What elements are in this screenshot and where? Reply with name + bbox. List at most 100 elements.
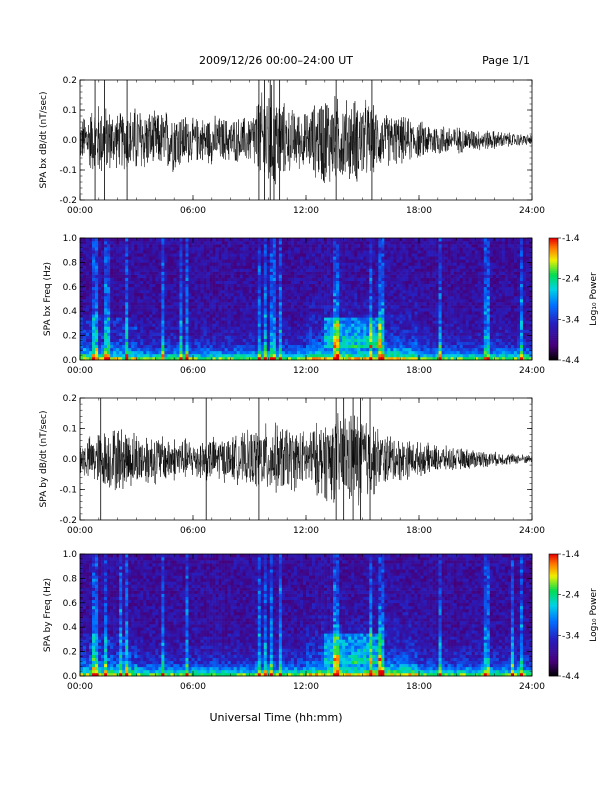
spectrogram-cell xyxy=(215,317,219,321)
spectrogram-cell xyxy=(134,311,138,315)
spectrogram-cell xyxy=(330,289,334,294)
spectrogram-cell xyxy=(131,326,135,330)
spectrogram-cell xyxy=(89,271,93,275)
spectrogram-cell xyxy=(98,356,102,361)
spectrogram-cell xyxy=(212,274,216,278)
spectrogram-cell xyxy=(287,238,292,242)
spectrogram-cell xyxy=(80,311,84,315)
spectrogram-cell xyxy=(167,265,171,269)
spectrogram-cell xyxy=(369,250,373,254)
spectrogram-cell xyxy=(269,250,274,254)
spectrogram-cell xyxy=(257,244,262,248)
spectrogram-cell xyxy=(432,289,436,294)
spectrogram-cell xyxy=(191,314,195,318)
spectrogram-cell xyxy=(197,265,201,269)
spectrogram-cell xyxy=(245,350,250,355)
spectrogram-cell xyxy=(333,238,337,242)
spectrogram-cell xyxy=(260,317,265,321)
spectrogram-cell xyxy=(272,341,277,346)
spectrogram-cell xyxy=(263,347,268,352)
spectrogram-cell xyxy=(348,292,352,297)
spectrogram-cell xyxy=(315,320,319,324)
spectrogram-cell xyxy=(239,317,244,321)
spectrogram-cell xyxy=(375,353,379,358)
spectrogram-cell xyxy=(351,238,355,242)
spectrogram-cell xyxy=(257,265,262,269)
spectrogram-cell xyxy=(263,311,268,315)
spectrogram-cell xyxy=(411,265,415,269)
spectrogram-cell xyxy=(251,305,256,309)
spectrogram-cell xyxy=(312,320,316,324)
spectrogram-cell xyxy=(113,280,117,285)
spectrogram-cell xyxy=(257,299,262,303)
spectrogram-cell xyxy=(80,353,84,358)
spectrogram-cell xyxy=(224,305,228,309)
spectrogram-cell xyxy=(414,320,418,324)
spectrogram-cell xyxy=(302,335,307,339)
spectrogram-cell xyxy=(315,329,319,333)
spectrogram-cell xyxy=(293,344,298,349)
spectrogram-cell xyxy=(278,350,283,355)
spectrogram-cell xyxy=(299,356,304,361)
spectrogram-cell xyxy=(284,274,289,278)
spectrogram-cell xyxy=(248,320,253,324)
spectrogram-cell xyxy=(224,332,228,336)
spectrogram-cell xyxy=(191,338,195,342)
spectrogram-cell xyxy=(387,353,391,358)
spectrogram-cell xyxy=(281,295,286,300)
spectrogram-cell xyxy=(435,250,439,254)
spectrogram-cell xyxy=(116,299,120,303)
spectrogram-cell xyxy=(92,326,96,330)
spectrogram-cell xyxy=(83,344,87,349)
spectrogram-cell xyxy=(372,338,376,342)
spectrogram-cell xyxy=(345,277,349,281)
spectrogram-cell xyxy=(281,338,286,342)
spectrogram-cell xyxy=(408,338,412,342)
spectrogram-cell xyxy=(363,341,367,346)
spectrogram-cell xyxy=(140,280,144,285)
spectrogram-cell xyxy=(372,277,376,281)
spectrogram-cell xyxy=(441,253,445,257)
spectrogram-cell xyxy=(429,326,433,330)
spectrogram-cell xyxy=(357,311,361,315)
spectrogram-cell xyxy=(248,326,253,330)
spectrogram-cell xyxy=(224,292,228,297)
spectrogram-cell xyxy=(272,335,277,339)
spectrogram-cell xyxy=(342,347,346,352)
spectrogram-cell xyxy=(393,262,397,266)
spectrogram-cell xyxy=(275,247,280,251)
spectrogram-cell xyxy=(170,250,174,254)
spectrogram-cell xyxy=(309,335,313,339)
spectrogram-cell xyxy=(236,329,240,333)
spectrogram-cell xyxy=(290,280,295,285)
spectrogram-cell xyxy=(224,308,228,312)
spectrogram-cell xyxy=(119,277,123,281)
spectrogram-cell xyxy=(287,259,292,263)
spectrogram-cell xyxy=(161,256,165,260)
spectrogram-cell xyxy=(312,271,316,275)
spectrogram-cell xyxy=(230,295,234,300)
spectrogram-cell xyxy=(390,259,394,263)
spectrogram-cell xyxy=(221,320,225,324)
spectrogram-cell xyxy=(438,353,442,358)
spectrogram-cell xyxy=(293,253,298,257)
spectrogram-cell xyxy=(194,338,198,342)
spectrogram-cell xyxy=(366,280,370,285)
spectrogram-cell xyxy=(369,268,373,272)
spectrogram-cell xyxy=(381,271,385,275)
spectrogram-cell xyxy=(444,347,448,352)
spectrogram-cell xyxy=(429,289,433,294)
spectrogram-cell xyxy=(366,323,370,327)
spectrogram-cell xyxy=(167,299,171,303)
spectrogram-cell xyxy=(263,341,268,346)
spectrogram-cell xyxy=(257,292,262,297)
spectrogram-cell xyxy=(393,341,397,346)
spectrogram-cell xyxy=(324,262,328,266)
spectrogram-cell xyxy=(378,268,382,272)
spectrogram-cell xyxy=(381,262,385,266)
spectrogram-cell xyxy=(176,274,180,278)
spectrogram-cell xyxy=(209,317,213,321)
spectrogram-cell xyxy=(369,274,373,278)
spectrogram-cell xyxy=(414,244,418,248)
spectrogram-cell xyxy=(137,326,141,330)
